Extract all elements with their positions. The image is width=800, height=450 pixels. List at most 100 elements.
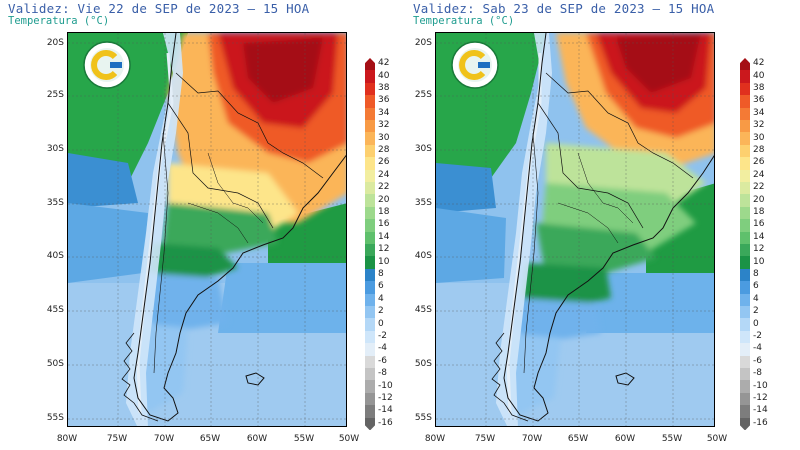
colorbar-label: 38	[378, 83, 390, 93]
logo-icon	[450, 40, 500, 90]
colorbar-segment	[740, 231, 750, 245]
colorbar-segment	[365, 306, 375, 319]
lat-label: 30S	[46, 144, 64, 154]
colorbar-label: 28	[378, 145, 390, 155]
colorbar-segment	[365, 169, 375, 183]
lat-label: 40S	[414, 251, 432, 261]
lat-label: 45S	[414, 305, 432, 315]
colorbar-segment	[740, 268, 750, 282]
lon-label: 70W	[153, 434, 175, 444]
colorbar-segment	[365, 330, 375, 344]
colorbar-label: 2	[753, 306, 759, 317]
colorbar-segment	[365, 70, 375, 84]
colorbar-segment	[365, 281, 375, 295]
variable-title: Temperatura (°C)	[8, 15, 110, 27]
colorbar-segment	[740, 70, 750, 84]
colorbar-segment	[740, 182, 750, 195]
colorbar-label: -10	[378, 380, 393, 391]
colorbar-label: 26	[753, 157, 765, 168]
colorbar-label: 22	[378, 182, 390, 193]
colorbar-segment	[365, 355, 375, 369]
colorbar-label: -12	[753, 393, 768, 403]
colorbar-label: 42	[378, 58, 390, 69]
colorbar-segment	[365, 219, 375, 233]
colorbar-label: 18	[753, 207, 765, 217]
lat-label: 45S	[46, 305, 64, 315]
colorbar-label: -4	[753, 343, 762, 354]
colorbar-segment	[740, 132, 750, 146]
colorbar-segment	[740, 392, 750, 406]
colorbar-segment	[740, 157, 750, 171]
colorbar-segment	[365, 194, 375, 208]
colorbar-label: 30	[753, 132, 765, 143]
colorbar-segment	[365, 231, 375, 245]
colorbar-segment	[740, 343, 750, 357]
colorbar-label: 8	[753, 269, 759, 279]
validity-title: Validez: Vie 22 de SEP de 2023 – 15 HOA	[8, 1, 310, 16]
lon-label: 55W	[661, 434, 683, 444]
temperature-map	[67, 32, 347, 427]
colorbar-segment	[740, 355, 750, 369]
colorbar-segment	[365, 132, 375, 146]
colorbar-label: 0	[753, 318, 759, 329]
colorbar-segment	[365, 58, 375, 71]
colorbar-label: 36	[378, 95, 390, 106]
colorbar-label: 42	[753, 58, 765, 69]
colorbar-label: -8	[753, 368, 762, 379]
colorbar-label: -2	[378, 331, 387, 341]
lat-label: 20S	[414, 38, 432, 48]
colorbar-label: 28	[753, 145, 765, 155]
lat-label: 50S	[46, 359, 64, 369]
colorbar-label: 20	[753, 194, 765, 205]
colorbar-label: -12	[378, 393, 393, 403]
colorbar-segment	[740, 244, 750, 257]
colorbar-segment	[365, 256, 375, 270]
colorbar-segment	[365, 368, 375, 381]
colorbar-label: 6	[753, 281, 759, 292]
colorbar-segment	[365, 268, 375, 282]
colorbar-segment	[365, 392, 375, 406]
colorbar-label: 14	[753, 231, 765, 242]
lat-label: 40S	[46, 251, 64, 261]
lon-label: 65W	[567, 434, 589, 444]
colorbar-segment	[365, 157, 375, 171]
colorbar-label: 2	[378, 306, 384, 317]
colorbar-segment	[740, 206, 750, 220]
lon-label: 60W	[614, 434, 636, 444]
colorbar-segment	[365, 417, 375, 431]
temperature-map	[435, 32, 715, 427]
colorbar-segment	[740, 281, 750, 295]
colorbar-label: 38	[753, 83, 765, 93]
colorbar-label: -2	[753, 331, 762, 341]
colorbar-segment	[740, 95, 750, 109]
colorbar-label: -8	[378, 368, 387, 379]
lon-label: 50W	[706, 434, 728, 444]
lat-label: 30S	[414, 144, 432, 154]
colorbar-segment	[740, 219, 750, 233]
colorbar-label: 34	[378, 107, 390, 118]
colorbar-label: 0	[378, 318, 384, 329]
lat-label: 20S	[46, 38, 64, 48]
colorbar-segment	[365, 120, 375, 133]
lon-label: 55W	[293, 434, 315, 444]
lon-label: 70W	[521, 434, 543, 444]
forecast-panel-friday: Validez: Vie 22 de SEP de 2023 – 15 HOA …	[8, 1, 393, 444]
colorbar-segment	[365, 343, 375, 357]
colorbar-segment	[740, 405, 750, 419]
colorbar-segment	[365, 107, 375, 121]
colorbar-segment	[740, 380, 750, 394]
colorbar-label: -4	[378, 343, 387, 354]
colorbar-segment	[740, 120, 750, 133]
colorbar-label: 24	[753, 169, 765, 180]
colorbar-segment	[365, 82, 375, 96]
colorbar-label: 26	[378, 157, 390, 168]
lat-label: 35S	[414, 198, 432, 208]
colorbar-label: 12	[753, 244, 765, 255]
lat-label: 55S	[46, 413, 64, 423]
colorbar-segment	[365, 318, 375, 332]
lat-label: 50S	[414, 359, 432, 369]
colorbar-segment	[365, 244, 375, 257]
colorbar-label: -16	[378, 417, 393, 428]
colorbar-segment	[740, 417, 750, 431]
lon-label: 50W	[338, 434, 360, 444]
